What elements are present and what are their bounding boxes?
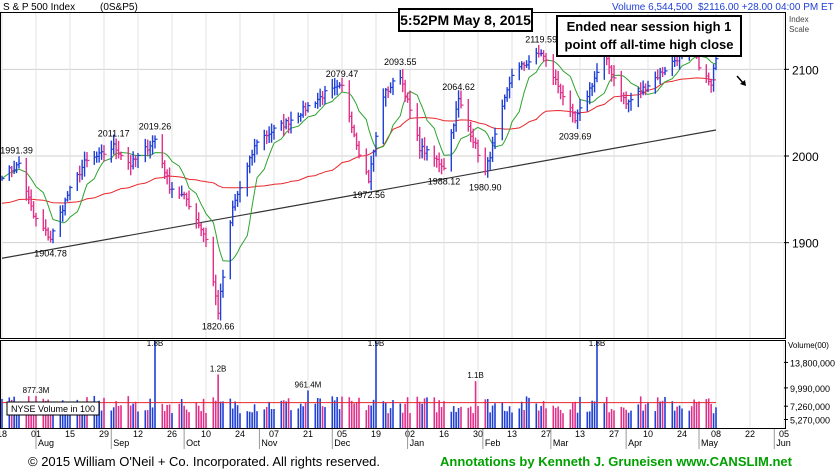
ma200-line (1, 129, 717, 259)
volume-tick-label: 7,260,000 (790, 402, 830, 412)
month-label: Jan (410, 438, 425, 448)
date-tick-label: 10 (643, 429, 653, 439)
price-label: 1980.90 (469, 183, 502, 193)
footer: © 2015 William O'Neil + Co. Incorporated… (0, 451, 840, 475)
price-panel-frame (0, 12, 786, 339)
date-tick-label: 27 (541, 429, 551, 439)
price-label: 2119.59 (525, 34, 557, 44)
callout-arrow-head (740, 80, 746, 86)
date-tick-label: 02 (405, 429, 415, 439)
volume-label-box (6, 401, 100, 416)
price-label: 2064.62 (442, 82, 475, 92)
volume-tick-label: 13,800,000 (790, 358, 835, 368)
date-tick-label: 08 (711, 429, 721, 439)
scale-label-index: Index (789, 15, 809, 24)
month-label: Feb (485, 438, 501, 448)
price-tick-label: 2100 (792, 63, 819, 77)
date-tick-label: 29 (99, 429, 109, 439)
date-tick-label: 07 (269, 429, 279, 439)
price-axis: 1900 2000 2100 (784, 63, 819, 251)
date-tick-label: 26 (167, 429, 177, 439)
price-label: 2093.55 (384, 57, 417, 67)
month-label: Nov (261, 438, 278, 448)
index-name: S & P 500 Index (3, 2, 75, 13)
price-tick-label: 2000 (792, 150, 819, 164)
note-line-1: Ended near session high 1 (566, 19, 732, 34)
price-label: 2011.17 (98, 128, 130, 138)
date-tick-label: 22 (745, 429, 755, 439)
grid-lines (1, 13, 785, 428)
month-label: Sep (113, 438, 129, 448)
date-tick-label: 13 (575, 429, 585, 439)
stock-chart: 1991.39 1904.78 2011.17 2019.26 1820.66 2079.… (0, 2, 835, 449)
month-label: Mar (553, 438, 569, 448)
volume-label: NYSE Volume in 100 (11, 404, 95, 414)
date-tick-label: 19 (371, 429, 381, 439)
copyright-text: © 2015 William O'Neil + Co. Incorporated… (28, 454, 381, 469)
date-tick-label: 13 (507, 429, 517, 439)
month-label: Apr (628, 438, 642, 448)
timestamp-text: 5:52PM May 8, 2015 (400, 12, 531, 28)
price-label: 1904.78 (34, 249, 67, 259)
annotation-credit[interactable]: Annotations by Kenneth J. Gruneisen www.… (440, 454, 792, 469)
volume-labels: 877.3M 1.8B 1.2B 961.4M 1.9B 1.1B 1.8B (23, 339, 606, 395)
date-tick-label: 16 (439, 429, 449, 439)
date-tick-label: 18 (0, 429, 7, 439)
volume-bar-label: 1.2B (210, 364, 226, 373)
month-label: Jun (776, 438, 791, 448)
month-label: Oct (186, 438, 201, 448)
price-label: 2079.47 (326, 69, 359, 79)
date-tick-label: 27 (609, 429, 619, 439)
date-tick-label: 05 (337, 429, 347, 439)
price-label: 2039.69 (559, 132, 592, 142)
volume-tick-label: 9,990,000 (790, 384, 830, 394)
note-line-2: point off all-time high close (564, 37, 734, 52)
volume-bar-label: 1.1B (467, 371, 483, 380)
scale-label-scale: Scale (789, 25, 810, 34)
volume-bar-label: 1.8B (147, 339, 163, 348)
timestamp-callout: 5:52PM May 8, 2015 (398, 8, 533, 32)
price-label: 1991.39 (0, 145, 33, 155)
note-callout: Ended near session high 1 point off all-… (556, 15, 742, 57)
month-label: May (701, 438, 719, 448)
price-readout: $2116.00 +28.00 04:00 PM ET (698, 2, 834, 13)
price-label: 1988.12 (428, 176, 461, 186)
volume-axis-title: Volume(00) (788, 341, 829, 350)
volume-bar-label: 961.4M (295, 380, 322, 389)
price-label: 1820.66 (202, 321, 235, 331)
volume-bar-label: 1.9B (368, 339, 384, 348)
ma200-polyline (1, 129, 717, 259)
date-tick-label: 10 (201, 429, 211, 439)
volume-bar-label: 877.3M (23, 386, 50, 395)
month-label: Dec (334, 438, 351, 448)
price-label: 2019.26 (139, 121, 172, 131)
price-label: 1972.56 (352, 190, 385, 200)
date-tick-label: 12 (133, 429, 143, 439)
volume-tick-label: 5,270,000 (790, 416, 830, 426)
date-tick-label: 30 (473, 429, 483, 439)
date-tick-label: 15 (65, 429, 75, 439)
month-label: Aug (38, 438, 54, 448)
index-symbol: (0S&P5) (100, 2, 138, 13)
date-axis: 1801152912261024072105190216301327132710… (0, 429, 791, 449)
price-labels: 1991.39 1904.78 2011.17 2019.26 1820.66 2079.… (0, 29, 705, 332)
price-tick-label: 1900 (792, 237, 819, 251)
date-tick-label: 05 (779, 429, 789, 439)
volume-bar-label: 1.8B (589, 339, 605, 348)
volume-axis: 13,800,000 9,990,000 7,260,000 5,270,000 (784, 358, 835, 426)
volume-readout: Volume 6,544,500 (612, 2, 693, 13)
date-tick-label: 24 (235, 429, 245, 439)
date-tick-label: 21 (303, 429, 313, 439)
date-tick-label: 24 (677, 429, 687, 439)
